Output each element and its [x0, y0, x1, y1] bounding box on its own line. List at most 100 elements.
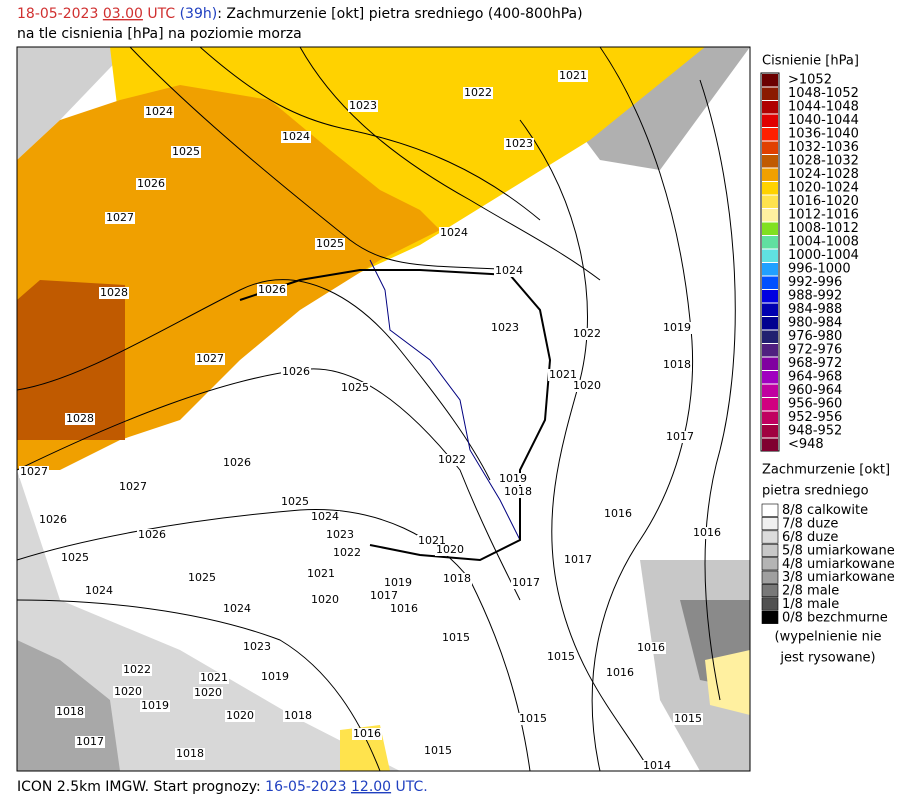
isobar-label-box — [242, 641, 272, 653]
isobar-label-box — [463, 87, 493, 99]
cloud-legend-note: jest rysowane) — [779, 651, 875, 666]
isobar-label: 1021 — [559, 69, 587, 82]
cloud-legend-note: (wypelnienie nie — [775, 630, 882, 645]
isobar-label-box — [340, 382, 370, 394]
isobar-label-box — [140, 700, 170, 712]
isobar-label-box — [572, 380, 602, 392]
isobar-label-box — [636, 642, 666, 654]
isobar-label-box — [222, 603, 252, 615]
legend-swatch — [762, 317, 778, 330]
isobar-label-box — [175, 748, 205, 760]
border — [239, 269, 552, 562]
legend-swatch — [762, 303, 778, 316]
legend-label: 988-992 — [788, 288, 842, 303]
footer-time: 12.00 — [351, 779, 391, 795]
isobar-label-box — [383, 577, 413, 589]
isobar-label: 1025 — [316, 237, 344, 250]
legend-swatch — [762, 398, 778, 411]
isobar-label-box — [306, 568, 336, 580]
legend-swatch — [762, 114, 778, 127]
isobar-label-box — [348, 100, 378, 112]
isobar-label: 1024 — [145, 105, 173, 118]
legend-label: 1008-1012 — [788, 221, 859, 236]
map-outline — [16, 46, 751, 772]
footer: ICON 2.5km IMGW. Start prognozy: 16-05-2… — [17, 779, 428, 795]
isobar-label: 1025 — [281, 495, 309, 508]
legend-label: <948 — [788, 437, 824, 452]
isobar-label: 1014 — [643, 759, 671, 772]
legend-label: 7/8 duze — [782, 517, 838, 532]
isobars — [16, 46, 736, 772]
isobar-label: 1017 — [76, 735, 104, 748]
cloud-area — [17, 47, 130, 160]
header-zone: UTC — [147, 6, 175, 22]
isobar-label: 1027 — [106, 211, 134, 224]
isobar-label-box — [642, 760, 672, 772]
isobar — [16, 509, 531, 772]
isobar-label: 1024 — [495, 264, 523, 277]
legend-swatch — [762, 182, 778, 195]
legend-label: 1032-1036 — [788, 140, 859, 155]
isobar-label-box — [389, 603, 419, 615]
isobar-label-box — [352, 728, 382, 740]
isobar-label: 1025 — [188, 571, 216, 584]
footer-model: ICON 2.5km IMGW. Start prognozy: — [17, 779, 261, 795]
isobar-label: 1022 — [438, 453, 466, 466]
cloud-legend-title: pietra sredniego — [762, 484, 869, 499]
legend-swatch — [761, 503, 779, 517]
legend-label: 980-984 — [788, 315, 842, 330]
legend-label: 0/8 bezchmurne — [782, 610, 888, 625]
isobar-label: 1017 — [666, 430, 694, 443]
isobar-label: 1021 — [418, 534, 446, 547]
legend-label: 1/8 male — [782, 597, 839, 612]
isobar-label-box — [19, 466, 49, 478]
isobar-label: 1024 — [440, 226, 468, 239]
legend-swatch — [762, 384, 778, 397]
isobar-label: 1018 — [56, 705, 84, 718]
isobar-label-box — [605, 667, 635, 679]
isobar-label-box — [692, 527, 722, 539]
legend-swatch — [762, 357, 778, 370]
isobar-label-box — [662, 359, 692, 371]
isobar-label: 1026 — [138, 528, 166, 541]
isobar-label-box — [662, 322, 692, 334]
isobar-label: 1017 — [564, 553, 592, 566]
isobar-label-box — [187, 572, 217, 584]
isobar-label-box — [137, 529, 167, 541]
isobar-label: 1023 — [326, 528, 354, 541]
isobar-label: 1018 — [443, 572, 471, 585]
isobar-label: 1020 — [194, 686, 222, 699]
isobar — [129, 46, 521, 271]
header-date: 18-05-2023 — [17, 6, 98, 22]
legend-label: 964-968 — [788, 369, 842, 384]
legend-label: 3/8 umiarkowane — [782, 570, 895, 585]
legend-swatch — [762, 263, 778, 276]
legend-label: 1024-1028 — [788, 167, 859, 182]
legend-swatch — [762, 155, 778, 168]
header-time: 03.00 — [103, 6, 143, 22]
isobar-label-box — [310, 594, 340, 606]
isobar-label-box — [511, 577, 541, 589]
isobar-label-box — [144, 106, 174, 118]
isobar-label-box — [665, 431, 695, 443]
isobar-label: 1026 — [223, 456, 251, 469]
isobar-label-box — [548, 369, 578, 381]
legend-swatch — [762, 222, 778, 235]
isobar-label-box — [281, 366, 311, 378]
legend-swatch — [761, 517, 779, 531]
legend-swatch — [762, 101, 778, 114]
legend-swatch — [762, 276, 778, 289]
isobar-label-box — [193, 687, 223, 699]
legend-label: 960-964 — [788, 383, 842, 398]
legend-label: 1016-1020 — [788, 194, 859, 209]
legend-label: 984-988 — [788, 302, 842, 317]
isobar-label-box — [673, 713, 703, 725]
isobar-label-box — [558, 70, 588, 82]
legend-label: 1036-1040 — [788, 126, 859, 141]
header-lead: (39h) — [180, 6, 218, 22]
isobar-label: 1016 — [390, 602, 418, 615]
legend-label: 976-980 — [788, 329, 842, 344]
isobar — [591, 46, 694, 772]
